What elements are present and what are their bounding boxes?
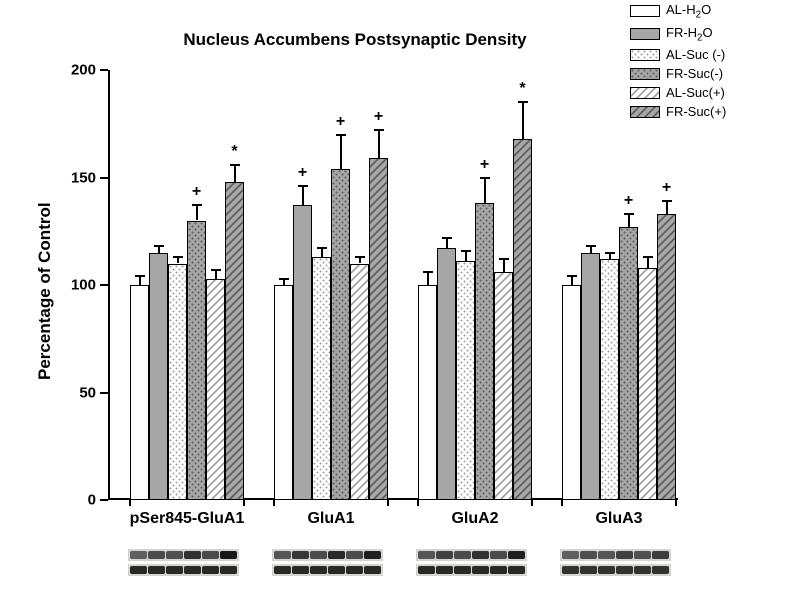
legend-swatch [630, 87, 660, 99]
bar [206, 279, 225, 500]
bar [187, 221, 206, 501]
legend-row: FR-Suc(+) [630, 104, 726, 119]
legend-label: AL-Suc (-) [666, 47, 725, 62]
significance-marker: + [298, 164, 307, 182]
significance-marker: + [192, 183, 201, 201]
bar [293, 205, 312, 500]
bar [475, 203, 494, 500]
plot-area: 050100150200+*++++*++ [108, 70, 678, 500]
significance-marker: + [374, 108, 383, 126]
legend-label: FR-Suc(-) [666, 66, 723, 81]
bar [149, 253, 168, 500]
legend-label: FR-H2O [666, 25, 713, 44]
western-blot-strip [416, 549, 527, 576]
legend-swatch [630, 106, 660, 118]
bar [513, 139, 532, 500]
bar [168, 264, 187, 501]
legend: AL-H2O FR-H2O AL-Suc (-) FR-Suc(-) AL-Suc(+)… [630, 2, 726, 123]
bar [638, 268, 657, 500]
x-group-label: GluA1 [264, 510, 398, 528]
legend-swatch [630, 28, 660, 40]
y-tick-label: 200 [71, 62, 96, 79]
x-group-label: GluA2 [408, 510, 542, 528]
bar [619, 227, 638, 500]
chart-title: Nucleus Accumbens Postsynaptic Density [120, 30, 590, 50]
bar [600, 259, 619, 500]
y-tick-label: 50 [79, 384, 96, 401]
western-blot-strip [560, 549, 671, 576]
western-blot-strip [128, 549, 239, 576]
bar [312, 257, 331, 500]
legend-row: FR-H2O [630, 25, 726, 44]
bar [562, 285, 581, 500]
bar [350, 264, 369, 501]
x-group-label: pSer845-GluA1 [120, 510, 254, 528]
y-tick-label: 100 [71, 277, 96, 294]
x-group-label: GluA3 [552, 510, 686, 528]
legend-label: AL-Suc(+) [666, 85, 725, 100]
legend-swatch [630, 5, 660, 17]
legend-label: FR-Suc(+) [666, 104, 726, 119]
western-blot-strip [272, 549, 383, 576]
legend-row: AL-H2O [630, 2, 726, 21]
significance-marker: * [231, 143, 237, 161]
legend-label: AL-H2O [666, 2, 711, 21]
legend-swatch [630, 68, 660, 80]
y-axis-label: Percentage of Control [35, 202, 55, 380]
significance-marker: + [336, 113, 345, 131]
bar [494, 272, 513, 500]
legend-row: AL-Suc (-) [630, 47, 726, 62]
bar [369, 158, 388, 500]
y-tick-label: 150 [71, 169, 96, 186]
bar [418, 285, 437, 500]
legend-row: AL-Suc(+) [630, 85, 726, 100]
bar [331, 169, 350, 500]
bar [657, 214, 676, 500]
significance-marker: + [480, 156, 489, 174]
bar [130, 285, 149, 500]
bar [274, 285, 293, 500]
bar [225, 182, 244, 500]
legend-swatch [630, 49, 660, 61]
significance-marker: + [662, 179, 671, 197]
bar [581, 253, 600, 500]
significance-marker: * [519, 80, 525, 98]
bar [437, 248, 456, 500]
legend-row: FR-Suc(-) [630, 66, 726, 81]
y-tick-label: 0 [88, 492, 96, 509]
bar [456, 261, 475, 500]
significance-marker: + [624, 192, 633, 210]
